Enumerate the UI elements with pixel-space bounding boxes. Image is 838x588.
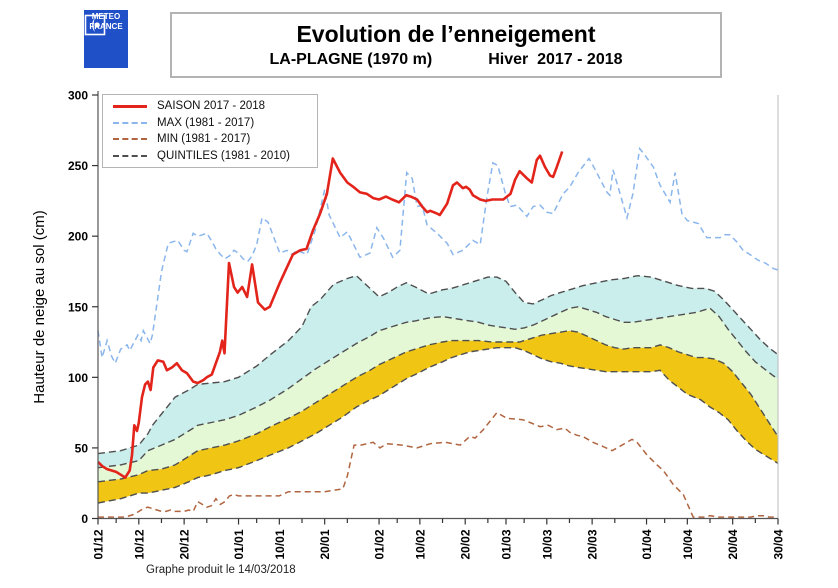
legend-item: SAISON 2017 - 2018 — [113, 99, 317, 114]
y-tick-label: 50 — [75, 441, 89, 455]
x-tick-label: 10/12 — [132, 529, 146, 559]
y-tick-label: 150 — [68, 300, 88, 314]
x-tick-label: 20/02 — [459, 529, 473, 559]
x-tick-label: 10/02 — [413, 529, 427, 559]
legend-item: QUINTILES (1981 - 2010) — [113, 148, 317, 163]
band-q40-q60 — [98, 306, 778, 482]
line-q80 — [97, 274, 779, 455]
line-q40 — [97, 329, 779, 483]
page-title: Evolution de l’enneigement — [296, 21, 596, 47]
x-tick-label: 01/03 — [500, 529, 514, 559]
legend-item: MIN (1981 - 2017) — [113, 132, 317, 147]
station-label: LA-PLAGNE (1970 m) — [269, 51, 433, 68]
meteo-france-logo-icon — [84, 14, 106, 36]
y-tick-label: 300 — [68, 89, 88, 103]
x-tick-label: 01/01 — [232, 529, 246, 559]
legend-item-label: SAISON 2017 - 2018 — [157, 100, 266, 113]
y-tick-label: 200 — [68, 230, 88, 244]
y-tick-label: 100 — [68, 371, 88, 385]
legend-item-label: MIN (1981 - 2017) — [157, 133, 251, 146]
produced-date-label: Graphe produit le 14/03/2018 — [146, 564, 296, 576]
y-axis-title: Hauteur de neige au sol (cm) — [31, 210, 48, 403]
season-label: Hiver 2017 - 2018 — [488, 51, 623, 68]
x-tick-label: 20/04 — [726, 529, 740, 559]
band-q20-q40 — [98, 330, 778, 503]
y-tick-label: 0 — [81, 512, 88, 526]
x-tick-label: 30/04 — [772, 529, 786, 559]
x-tick-label: 20/03 — [586, 529, 600, 559]
x-tick-label: 10/04 — [681, 529, 695, 559]
legend-line-sample — [113, 104, 147, 108]
quintile-bands — [98, 275, 778, 503]
y-ticks: 0 50 100 150 200 250 300 — [68, 89, 98, 526]
x-tick-label: 10/03 — [540, 529, 554, 559]
x-tick-label: 01/12 — [92, 529, 106, 559]
line-saison — [97, 151, 564, 479]
meteo-france-logo: METEO FRANCE — [84, 10, 128, 68]
band-q60-q80 — [98, 275, 778, 468]
x-tick-label: 10/01 — [273, 529, 287, 559]
page-subtitle: LA-PLAGNE (1970 m) Hiver 2017 - 2018 — [269, 51, 622, 69]
legend-item-label: QUINTILES (1981 - 2010) — [157, 149, 290, 162]
x-tick-label: 20/12 — [178, 529, 192, 559]
legend-line-sample — [113, 138, 147, 141]
legend: SAISON 2017 - 2018 MAX (1981 - 2017) MIN (… — [102, 94, 318, 168]
title-box: Evolution de l’enneigement LA-PLAGNE (19… — [170, 12, 722, 78]
line-q20 — [97, 347, 779, 504]
line-max — [97, 146, 779, 366]
y-tick-label: 250 — [68, 159, 88, 173]
legend-item-label: MAX (1981 - 2017) — [157, 116, 255, 129]
x-tick-label: 20/01 — [318, 529, 332, 559]
x-tick-label: 01/04 — [640, 529, 654, 559]
legend-item: MAX (1981 - 2017) — [113, 115, 317, 130]
x-ticks: 01/12 10/12 20/12 01/01 10/01 20/01 01/02 10/02… — [92, 518, 786, 560]
x-tick-label: 01/02 — [373, 529, 387, 559]
line-min — [98, 411, 778, 518]
line-q60 — [97, 306, 779, 469]
legend-line-sample — [113, 121, 147, 124]
legend-line-sample — [113, 154, 147, 157]
logo-text: METEO FRANCE — [89, 12, 123, 31]
